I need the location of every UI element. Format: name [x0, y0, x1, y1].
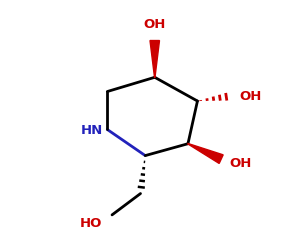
Text: OH: OH: [230, 157, 252, 170]
Text: OH: OH: [239, 90, 261, 103]
Text: HN: HN: [81, 124, 103, 137]
Polygon shape: [150, 41, 160, 77]
Polygon shape: [188, 144, 223, 163]
Text: HO: HO: [80, 217, 102, 230]
Text: OH: OH: [144, 18, 166, 31]
